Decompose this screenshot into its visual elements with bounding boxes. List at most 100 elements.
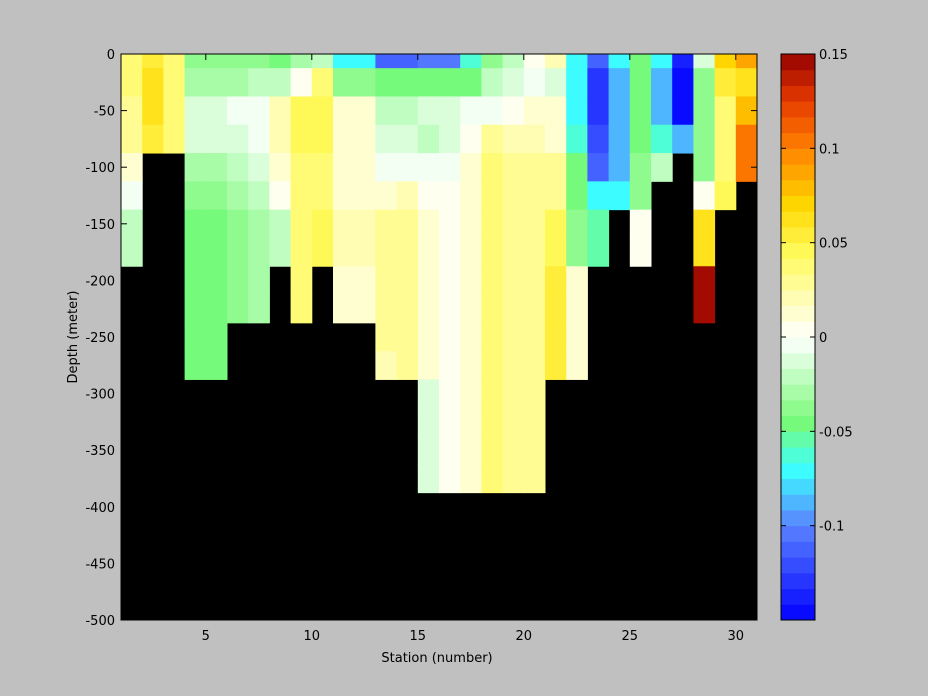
heatmap-cell [460,351,482,380]
heatmap-cell [354,266,376,296]
heatmap-cell [545,68,567,97]
heatmap-cell [523,237,546,267]
heatmap-cell [651,153,673,182]
heatmap-cell [460,294,482,324]
colorbar-swatch [781,289,815,307]
heatmap-cell [354,124,376,154]
heatmap-cell [311,68,334,97]
heatmap-cell [269,181,292,211]
colorbar-swatch [781,54,815,71]
heatmap-cell [184,96,207,126]
heatmap-cell [672,124,694,154]
heatmap-cell [545,237,567,267]
colorbar-swatch [781,211,815,228]
x-tick-label: 20 [516,629,533,644]
heatmap-cell [545,351,567,380]
heatmap-cell [248,124,270,154]
heatmap-cell [502,96,525,126]
heatmap-cell [163,54,186,69]
colorbar-swatch [781,431,815,448]
heatmap-cell [205,351,228,380]
heatmap-cell [290,96,313,126]
heatmap-cell [439,237,461,267]
heatmap-cell [566,96,588,126]
heatmap-cell [608,54,631,69]
heatmap-cell [375,96,398,126]
heatmap-cell [269,124,292,154]
heatmap-cell [714,96,737,126]
heatmap-cell [163,68,186,97]
colorbar-swatch [781,242,815,259]
heatmap-cell [121,54,143,69]
heatmap-cell [523,379,546,409]
heatmap-cell [587,68,610,97]
heatmap-cell [417,351,440,380]
colorbar-swatch [781,588,815,605]
heatmap-cell [227,124,249,154]
heatmap-cell [121,124,143,154]
heatmap-cell [481,464,504,494]
heatmap-cell [502,209,525,239]
heatmap-cell [693,54,716,69]
heatmap-cell [354,209,376,239]
heatmap-cell [502,379,525,409]
colorbar-tick-label: -0.1 [819,520,844,535]
heatmap-cell [290,153,313,182]
heatmap-cell [184,266,207,296]
heatmap-cell [311,96,334,126]
heatmap-cell [396,237,419,267]
heatmap-cell [523,124,546,154]
heatmap-cell [184,294,207,324]
colorbar-swatch [781,494,815,511]
heatmap-cell [227,181,249,211]
heatmap-cell [523,68,546,97]
heatmap-cell [375,124,398,154]
heatmap-cell [693,266,716,296]
y-tick-label: -350 [85,444,115,459]
colorbar-swatch [781,132,815,149]
heatmap-cell [354,237,376,267]
colorbar-swatch [781,258,815,275]
heatmap-cell [651,124,673,154]
heatmap-cell [205,237,228,267]
colorbar-cells [781,54,815,621]
heatmap-cell [629,124,652,154]
heatmap-cell [651,54,673,69]
heatmap-cell [460,436,482,465]
colorbar-tick-label: -0.05 [819,425,853,440]
y-tick-label: -400 [85,501,115,516]
heatmap-cell [227,153,249,182]
heatmap-cell [439,68,461,97]
heatmap-cell [375,266,398,296]
heatmap-cell [354,181,376,211]
colorbar-swatch [781,604,815,621]
heatmap-cell [396,322,419,352]
heatmap-cell [375,153,398,182]
heatmap-cell [248,96,270,126]
colorbar-swatch [781,541,815,558]
heatmap-cell [460,124,482,154]
heatmap-cell [545,54,567,69]
heatmap-cell [523,181,546,211]
heatmap-cell [227,209,249,239]
heatmap-cell [693,96,716,126]
colorbar-swatch [781,274,815,291]
colorbar-swatch [781,368,815,385]
y-tick-label: -100 [85,161,115,176]
heatmap-cell [608,181,631,211]
heatmap-cell [502,294,525,324]
y-tick-label: -300 [85,388,115,403]
heatmap-cell [248,266,270,296]
heatmap-cell [269,68,292,97]
colorbar-swatch [781,69,815,86]
heatmap-cell [396,153,419,182]
heatmap-cell [566,294,588,324]
colorbar-swatch [781,525,815,542]
colorbar-swatch [781,399,815,417]
heatmap-cell [693,68,716,97]
heatmap-cell [545,124,567,154]
heatmap-cell [481,436,504,465]
heatmap-cell [502,237,525,267]
heatmap-cell [566,322,588,352]
heatmap-cell [523,96,546,126]
